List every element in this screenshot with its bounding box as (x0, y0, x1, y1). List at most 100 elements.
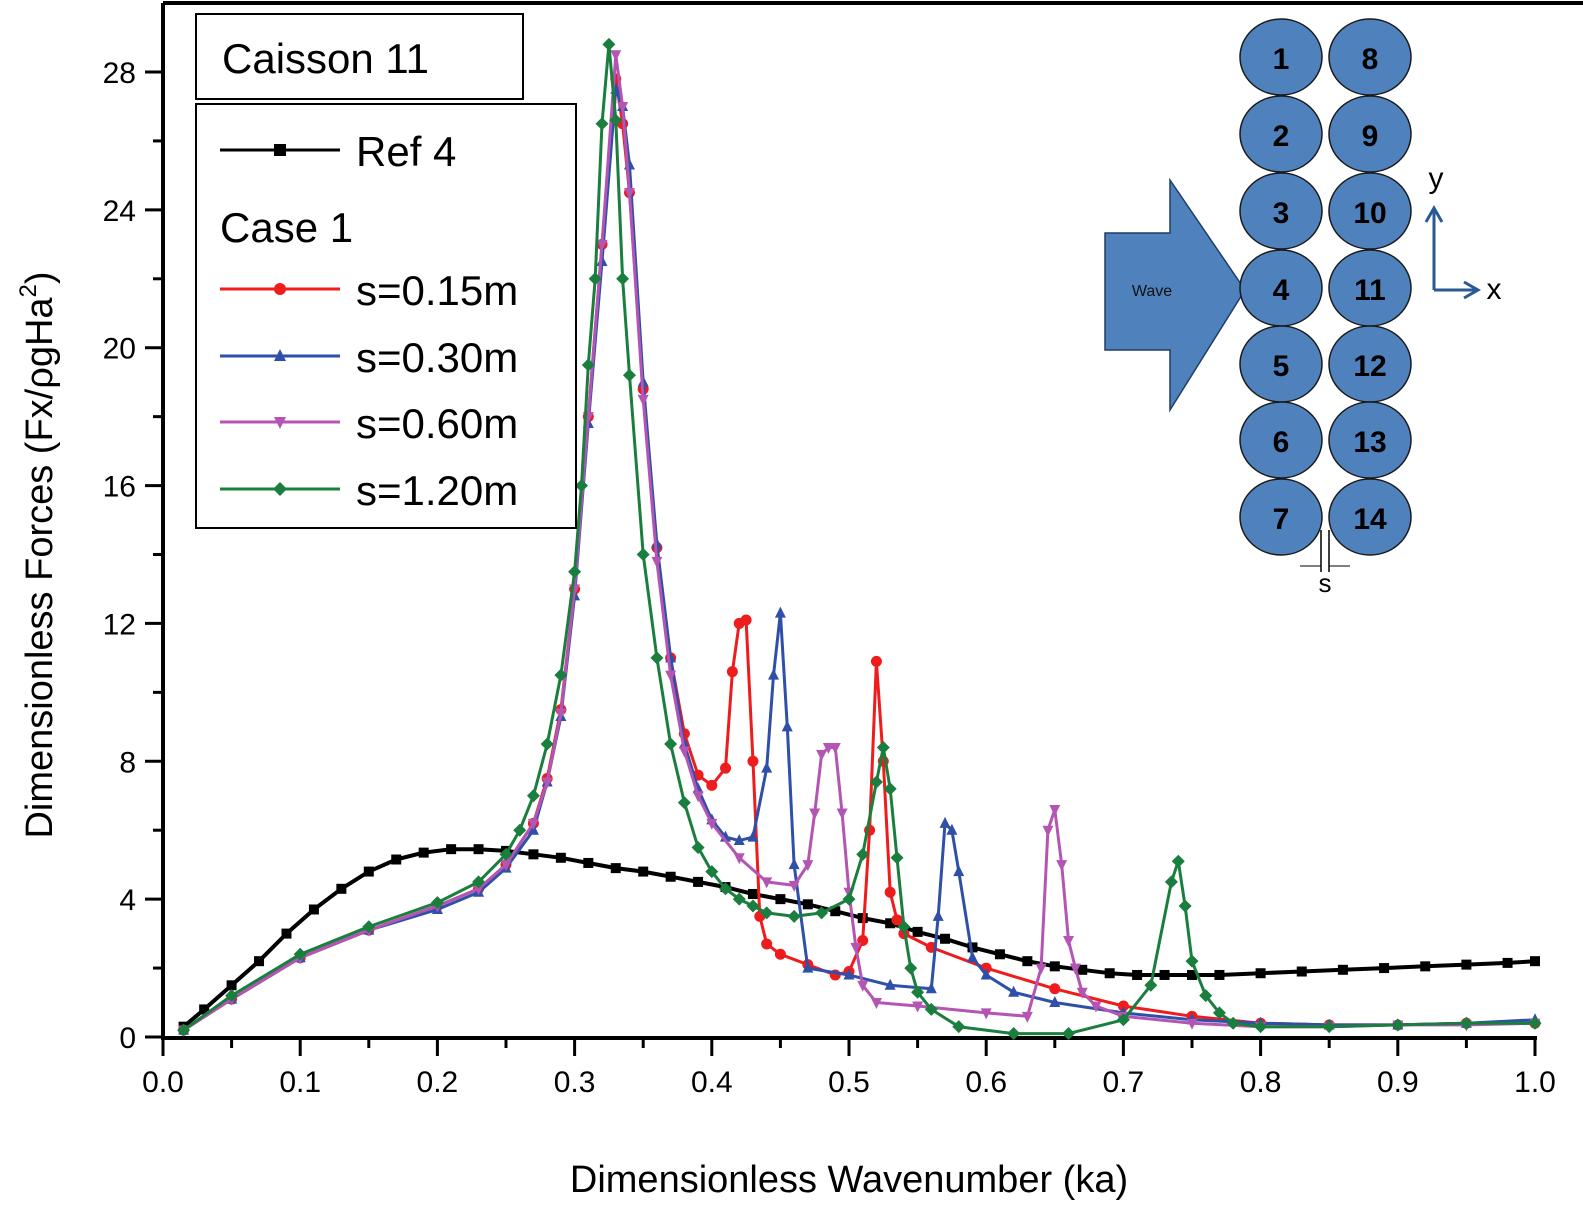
y-axis-title-main: Dimensionless Forces (Fx/ρgHa (19, 297, 61, 839)
data-point (528, 849, 539, 860)
data-point (939, 816, 951, 828)
legend-label: s=0.15m (356, 267, 518, 314)
data-point (616, 272, 630, 286)
x-tick-label: 0.9 (1377, 1066, 1419, 1099)
data-point (706, 779, 718, 791)
data-point (1077, 964, 1088, 975)
data-point (1063, 936, 1075, 947)
data-point (1049, 961, 1060, 972)
caisson-number: 1 (1273, 43, 1290, 76)
data-point (733, 834, 745, 846)
y-tick-label: 8 (119, 746, 136, 779)
data-point (953, 865, 965, 877)
legend-label: s=0.30m (356, 334, 518, 381)
axis-x-label: x (1487, 273, 1502, 306)
legend-marker-icon (273, 482, 287, 496)
data-point (588, 272, 602, 286)
data-point (610, 863, 621, 874)
data-point (1117, 1000, 1129, 1012)
legend-label: Ref 4 (356, 128, 456, 175)
data-point (876, 741, 890, 754)
data-point (802, 961, 814, 973)
data-point (830, 906, 841, 917)
caisson-circle (1328, 478, 1412, 556)
data-point (732, 892, 746, 906)
data-point (1159, 969, 1170, 980)
series-s-1-20m (177, 37, 1542, 1041)
x-tick-label: 0.5 (828, 1066, 870, 1099)
data-point (946, 823, 958, 835)
data-point (609, 113, 623, 127)
data-point (1069, 963, 1081, 975)
data-point (816, 749, 828, 761)
data-point (526, 789, 540, 803)
data-point (1502, 957, 1513, 968)
y-tick-label: 24 (103, 195, 136, 228)
data-point (1187, 969, 1197, 980)
caisson-number: 9 (1362, 120, 1379, 153)
data-point (1132, 969, 1143, 980)
data-point (1104, 968, 1115, 979)
data-point (1199, 989, 1213, 1003)
legend-marker-icon (274, 144, 286, 156)
y-axis-title-group: Dimensionless Forces (Fx/ρgHa2) (15, 271, 61, 838)
data-point (815, 906, 829, 920)
data-point (761, 877, 773, 889)
data-point (1214, 969, 1225, 980)
x-tick-label: 0.3 (554, 1066, 596, 1099)
data-point (775, 894, 786, 905)
data-point (980, 1008, 992, 1020)
data-point (911, 985, 925, 999)
data-point (225, 989, 239, 1003)
data-point (473, 884, 485, 896)
data-point (1144, 978, 1158, 992)
data-point (500, 860, 512, 872)
data-point (1322, 1020, 1336, 1034)
x-tick-label: 0.6 (965, 1066, 1007, 1099)
legend-marker-icon (274, 283, 286, 295)
data-point (1391, 1018, 1405, 1032)
x-tick-label: 0.8 (1240, 1066, 1282, 1099)
caisson-8: 8 (1328, 18, 1412, 96)
data-point (1171, 854, 1185, 868)
gap-label: s (1319, 568, 1332, 598)
y-tick-label: 20 (103, 333, 136, 366)
legend-marker-icon (274, 417, 286, 429)
coordinate-axes-indicator: y x (1424, 162, 1502, 306)
data-point (677, 796, 691, 810)
data-point (554, 668, 568, 682)
x-tick-label: 0.4 (691, 1066, 733, 1099)
title-box: Caisson 11 (195, 13, 524, 100)
data-point (809, 808, 821, 820)
y-tick-label: 4 (119, 884, 136, 917)
caisson-number: 3 (1273, 197, 1290, 230)
data-point (1116, 1013, 1130, 1027)
data-point (636, 548, 650, 561)
caisson-13: 13 (1328, 401, 1412, 479)
caisson-number: 6 (1273, 426, 1290, 459)
caisson-circle (1328, 172, 1412, 250)
data-point (1254, 1020, 1268, 1034)
data-point (651, 556, 663, 568)
data-point (665, 670, 677, 682)
data-point (761, 761, 773, 773)
caisson-10: 10 (1328, 172, 1412, 250)
series-s-0-60m (178, 50, 1541, 1037)
data-point (747, 830, 759, 842)
data-point (177, 1023, 191, 1037)
data-point (1212, 1006, 1226, 1020)
data-point (595, 117, 609, 131)
caisson-circle (1328, 95, 1412, 173)
caisson-number: 13 (1353, 426, 1386, 459)
data-point (665, 871, 676, 882)
caisson-circle (1239, 172, 1323, 250)
axis-y-label: y (1429, 162, 1444, 195)
legend-item: s=0.15m (220, 267, 518, 314)
data-point (1186, 1018, 1198, 1030)
y-axis-title-close: ) (19, 271, 61, 284)
data-point (391, 854, 402, 865)
data-point (884, 978, 896, 990)
caisson-circle (1239, 18, 1323, 96)
caisson-1: 1 (1239, 18, 1323, 96)
